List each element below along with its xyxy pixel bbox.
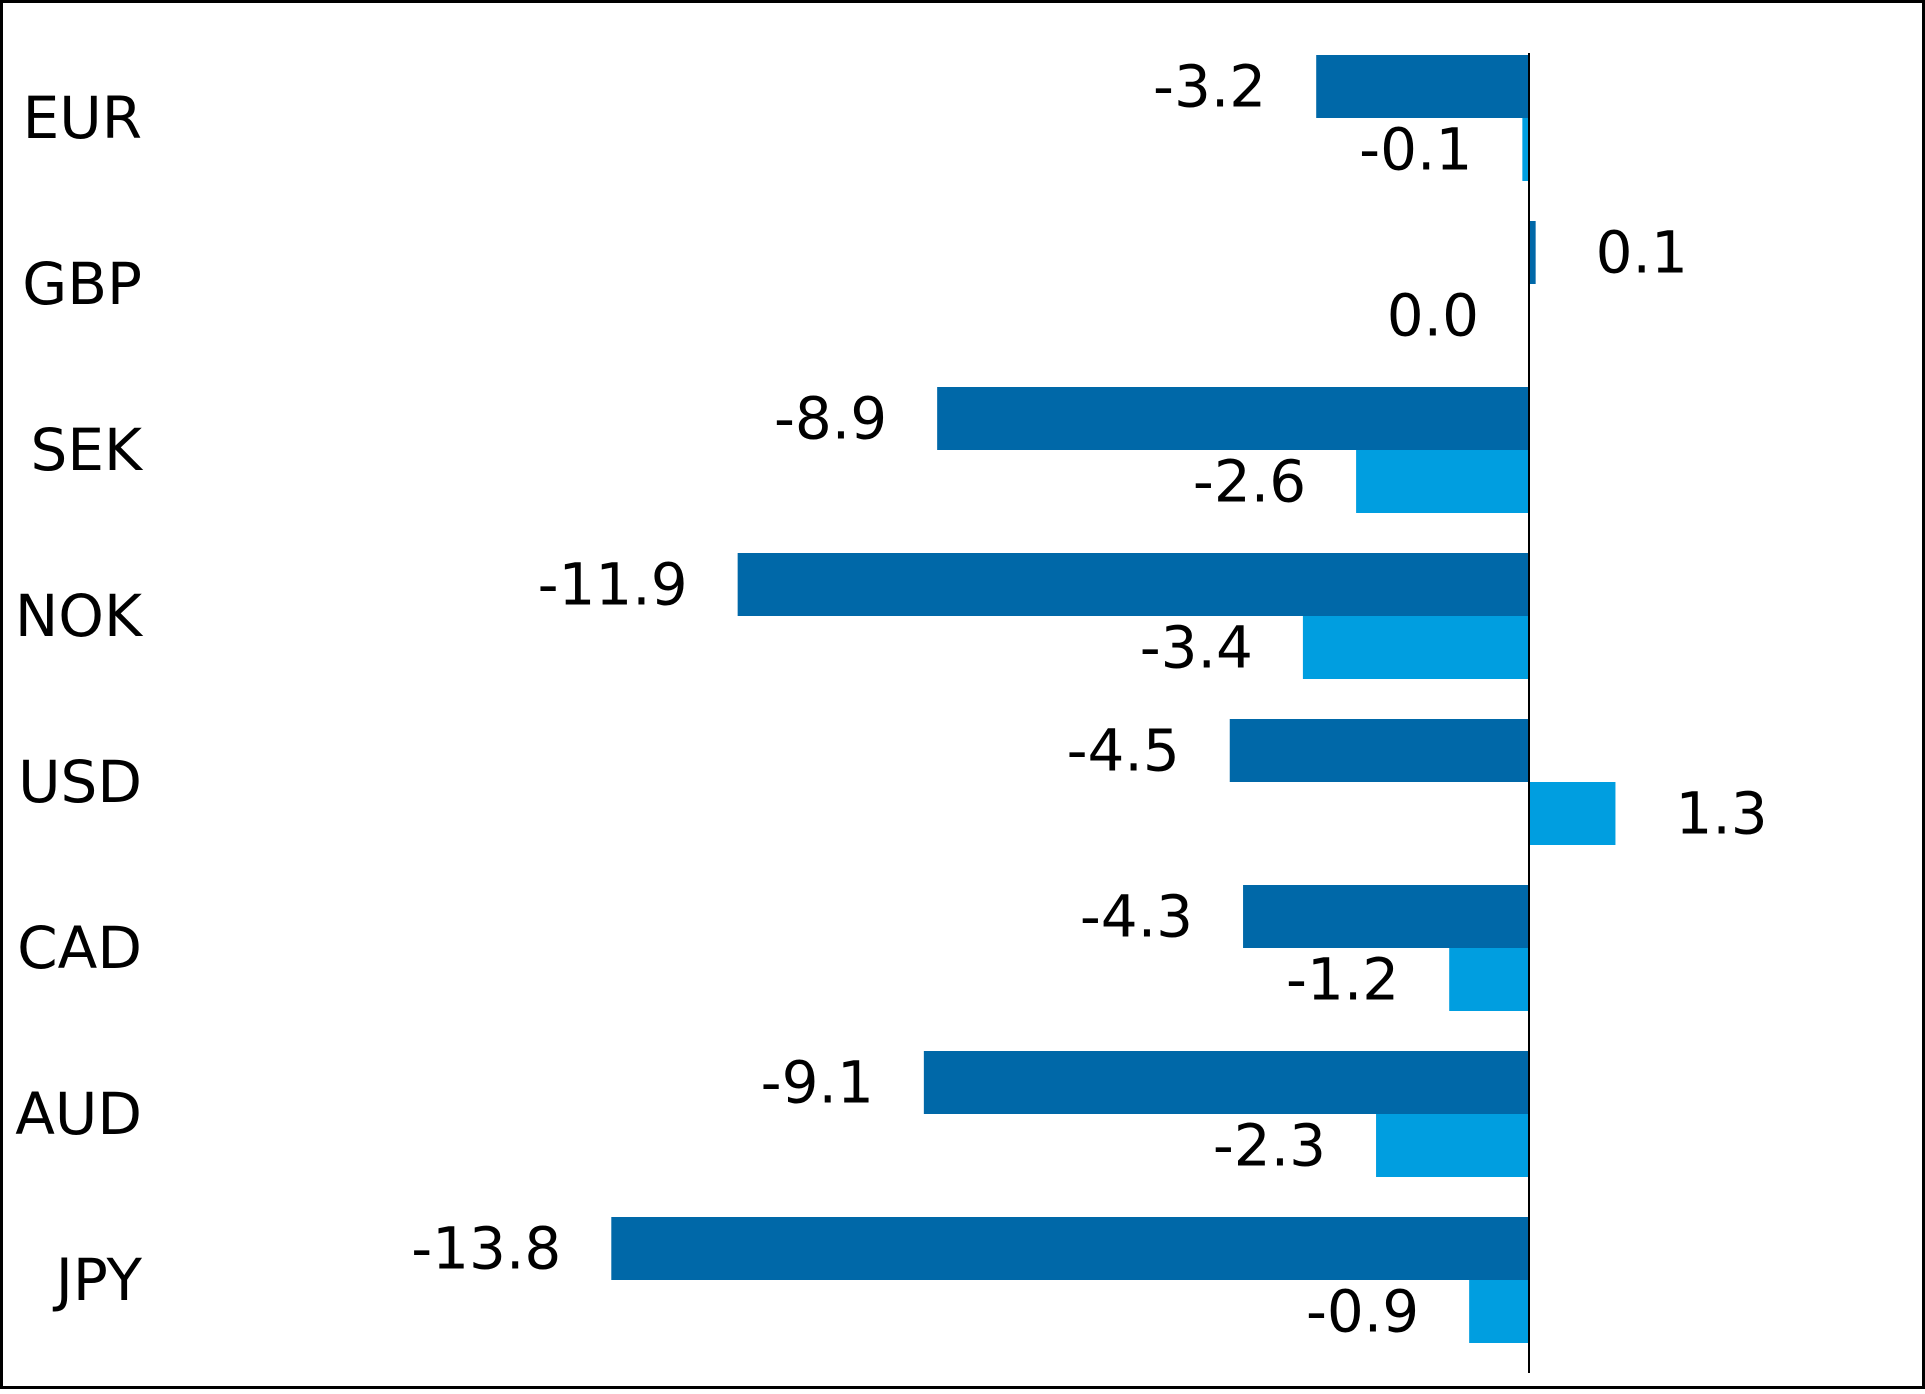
bar-series-1 — [923, 1051, 1529, 1114]
bar-series-2 — [1376, 1114, 1529, 1177]
data-label: -13.8 — [411, 1215, 561, 1283]
labels-layer: EUR -3.2 -0.1 GBP 0.1 0.0 SEK -8.9 -2.6 NOK -11.9 -… — [15, 53, 1768, 1346]
bar-series-2 — [1469, 1280, 1529, 1343]
bar-series-1 — [1243, 885, 1529, 948]
data-label: 0.1 — [1596, 219, 1688, 287]
bar-series-1 — [1229, 719, 1529, 782]
data-label: -0.1 — [1359, 116, 1472, 184]
category-label: GBP — [22, 250, 142, 318]
category-label: AUD — [15, 1080, 142, 1148]
data-label: -11.9 — [538, 551, 688, 619]
bar-series-2 — [1522, 118, 1529, 181]
data-label: -2.3 — [1213, 1112, 1326, 1180]
category-label: USD — [18, 748, 142, 816]
data-label: -4.5 — [1067, 717, 1180, 785]
category-label: JPY — [53, 1246, 143, 1314]
bar-series-2 — [1529, 782, 1616, 845]
bar-series-1 — [937, 387, 1529, 450]
data-label: -1.2 — [1286, 946, 1399, 1014]
bar-series-2 — [1449, 948, 1529, 1011]
data-label: -9.1 — [761, 1049, 874, 1117]
data-label: -3.2 — [1153, 53, 1266, 121]
bar-series-1 — [737, 553, 1529, 616]
category-label: CAD — [17, 914, 142, 982]
category-label: NOK — [15, 582, 144, 650]
bar-series-1 — [611, 1217, 1529, 1280]
data-label: -3.4 — [1140, 614, 1253, 682]
data-label: -8.9 — [774, 385, 887, 453]
data-label: -2.6 — [1193, 448, 1306, 516]
category-label: EUR — [23, 84, 142, 152]
data-label: 1.3 — [1675, 780, 1767, 848]
bar-series-1 — [1529, 221, 1536, 284]
data-label: -0.9 — [1306, 1278, 1419, 1346]
data-label: 0.0 — [1387, 282, 1479, 350]
category-label: SEK — [31, 416, 144, 484]
bar-series-1 — [1316, 55, 1529, 118]
bar-series-2 — [1302, 616, 1529, 679]
data-label: -4.3 — [1080, 883, 1193, 951]
bar-series-2 — [1356, 450, 1529, 513]
bars-layer — [611, 55, 1616, 1343]
